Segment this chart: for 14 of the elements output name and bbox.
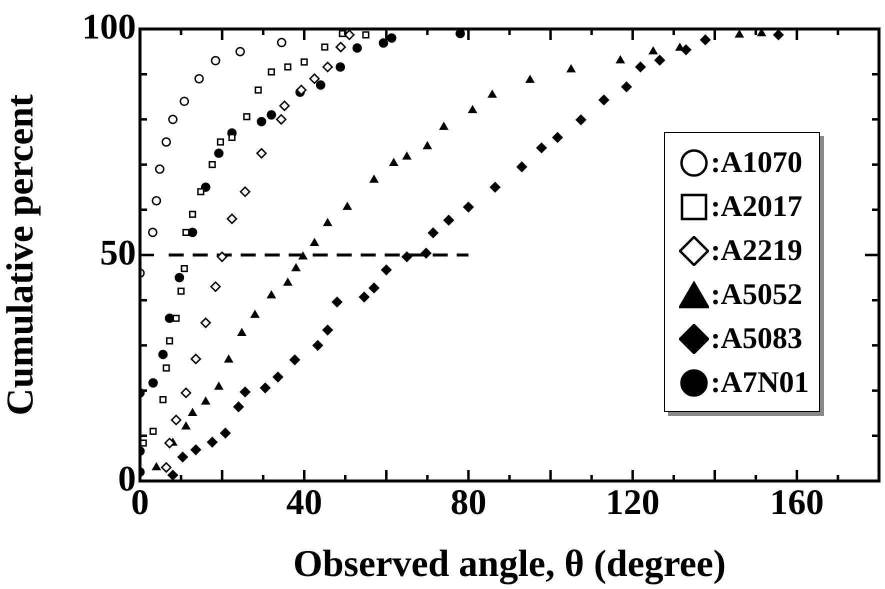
- x-tick-label: 40: [286, 482, 322, 522]
- legend-label: :A2017: [710, 190, 802, 224]
- legend-label: :A5083: [710, 322, 802, 356]
- x-tick-label: 80: [450, 482, 486, 522]
- x-tick-label: 160: [770, 482, 824, 522]
- legend-label: :A7N01: [710, 366, 809, 400]
- y-axis-title: Cumulative percent: [0, 94, 42, 416]
- y-tick-label: 100: [82, 6, 136, 46]
- legend-label: :A5052: [710, 278, 802, 312]
- y-tick-label: 50: [100, 232, 136, 272]
- x-tick-label: 120: [606, 482, 660, 522]
- x-axis-title: Observed angle, θ (degree): [293, 543, 726, 586]
- legend-label: :A1070: [710, 146, 802, 180]
- legend-label: :A2219: [710, 234, 802, 268]
